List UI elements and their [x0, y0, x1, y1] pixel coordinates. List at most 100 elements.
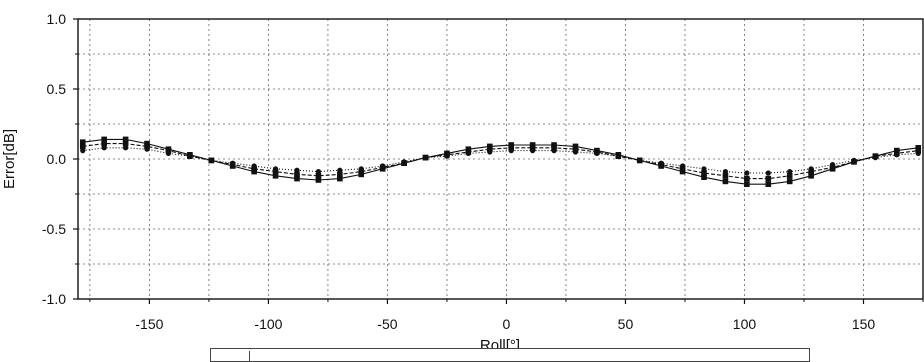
- series-line: [82, 147, 919, 174]
- data-point: [358, 168, 365, 175]
- data-point: [679, 166, 686, 172]
- data-point: [894, 152, 900, 158]
- data-point: [165, 150, 172, 156]
- data-point: [444, 153, 450, 159]
- data-point: [701, 174, 707, 180]
- legend: [210, 348, 810, 362]
- data-point: [251, 166, 257, 172]
- data-point: [487, 149, 493, 155]
- data-point: [808, 168, 814, 175]
- x-tick-label: -100: [254, 316, 282, 332]
- y-tick-label: -1.0: [42, 291, 66, 307]
- y-tick-label: -0.5: [42, 221, 66, 237]
- data-point: [486, 146, 493, 152]
- data-point: [765, 175, 772, 182]
- data-point: [658, 160, 664, 166]
- data-point: [187, 153, 193, 159]
- data-point: [551, 148, 557, 154]
- data-point: [529, 145, 536, 151]
- data-point: [101, 136, 107, 143]
- data-point: [765, 181, 772, 187]
- legend-swatch: [215, 351, 250, 361]
- data-point: [272, 173, 279, 179]
- data-point: [744, 175, 750, 182]
- data-point: [722, 178, 729, 185]
- data-point: [915, 147, 922, 154]
- data-point: [637, 157, 643, 163]
- data-point: [508, 148, 514, 154]
- data-point: [380, 163, 386, 169]
- data-point: [230, 160, 236, 166]
- series-1: [79, 136, 922, 187]
- data-point: [101, 145, 107, 151]
- x-tick-label: -150: [135, 316, 163, 332]
- y-axis: 1.0 0.5 0.0 -0.5 -1.0: [42, 11, 78, 307]
- series-layer: [79, 136, 922, 187]
- data-point: [701, 166, 707, 172]
- data-point: [594, 150, 600, 156]
- x-tick-label: -50: [377, 316, 397, 332]
- y-axis-title: Error[dB]: [1, 129, 18, 189]
- data-point: [79, 143, 86, 150]
- data-point: [315, 169, 322, 175]
- data-point: [808, 173, 814, 179]
- data-point: [679, 163, 686, 169]
- data-point: [165, 147, 172, 154]
- data-point: [508, 145, 515, 151]
- x-tick-label: 100: [733, 316, 757, 332]
- data-point: [101, 140, 107, 147]
- data-point: [337, 171, 343, 178]
- data-point: [851, 157, 857, 163]
- series-2: [79, 140, 922, 182]
- data-point: [829, 162, 836, 168]
- data-point: [615, 153, 621, 159]
- data-point: [744, 170, 750, 176]
- data-point: [358, 166, 364, 172]
- data-point: [294, 167, 300, 173]
- data-point: [208, 157, 214, 163]
- data-point: [122, 140, 129, 147]
- data-point: [422, 155, 429, 161]
- data-point: [786, 178, 793, 185]
- data-point: [872, 155, 878, 161]
- data-point: [315, 177, 322, 183]
- data-point: [401, 159, 407, 165]
- data-point: [272, 166, 279, 172]
- data-point: [79, 139, 86, 145]
- data-point: [551, 145, 557, 151]
- data-point: [765, 170, 771, 176]
- data-point: [722, 173, 729, 179]
- data-point: [915, 150, 921, 156]
- data-point: [80, 148, 86, 154]
- y-tick-label: 0.0: [47, 151, 67, 167]
- data-point: [808, 166, 814, 172]
- series-3: [80, 145, 921, 176]
- x-tick-label: 0: [503, 316, 511, 332]
- series-line: [82, 143, 919, 180]
- data-point: [272, 168, 279, 175]
- data-point: [337, 167, 343, 173]
- data-point: [144, 143, 150, 150]
- data-point: [786, 173, 793, 179]
- data-point: [829, 164, 836, 171]
- data-point: [294, 175, 300, 182]
- data-point: [787, 169, 793, 175]
- data-point: [144, 146, 150, 152]
- data-point: [722, 169, 729, 175]
- data-point: [572, 146, 579, 152]
- y-tick-label: 0.5: [47, 81, 67, 97]
- y-tick-label: 1.0: [47, 11, 67, 27]
- data-point: [123, 145, 129, 151]
- x-tick-label: 150: [852, 316, 876, 332]
- data-point: [744, 181, 750, 187]
- data-point: [315, 173, 322, 179]
- data-point: [251, 163, 257, 169]
- x-axis: -150 -100 -50 0 50 100 150: [89, 299, 924, 332]
- data-point: [572, 149, 579, 155]
- data-point: [337, 175, 343, 182]
- x-tick-label: 50: [618, 316, 634, 332]
- data-point: [294, 171, 300, 178]
- data-point: [701, 170, 707, 176]
- series-line: [82, 138, 919, 185]
